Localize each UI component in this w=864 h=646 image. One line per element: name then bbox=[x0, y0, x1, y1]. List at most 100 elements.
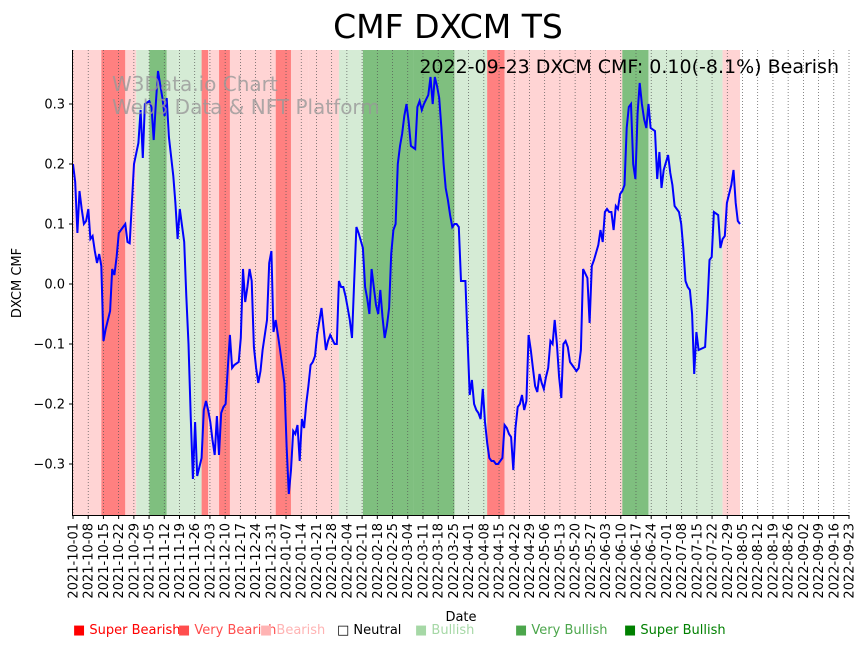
x-tick-label: 2022-03-04 bbox=[401, 523, 416, 599]
plot-area: W3Data.io Chart Web3 Data & NFT Platform… bbox=[72, 50, 850, 515]
x-tick-label: 2022-07-22 bbox=[706, 523, 721, 599]
band-very-bullish bbox=[149, 50, 167, 515]
band-very-bearish bbox=[487, 50, 505, 515]
x-tick-label: 2021-11-12 bbox=[158, 523, 173, 599]
y-tick-label: 0.0 bbox=[44, 278, 65, 293]
x-tick-label: 2021-10-29 bbox=[127, 523, 142, 599]
legend-item-super-bearish: ■ Super Bearish bbox=[73, 623, 181, 638]
band-bullish bbox=[338, 50, 363, 515]
x-tick-label: 2022-06-03 bbox=[599, 523, 614, 599]
legend-item-neutral: □ Neutral bbox=[337, 623, 401, 638]
x-tick-label: 2022-09-16 bbox=[827, 523, 842, 599]
band-bearish bbox=[208, 50, 220, 515]
x-tick-label: 2022-07-08 bbox=[675, 523, 690, 599]
band-very-bearish bbox=[101, 50, 126, 515]
x-axis-label: Date bbox=[445, 610, 476, 625]
x-tick-label: 2022-07-01 bbox=[660, 523, 675, 599]
x-tick-label: 2022-07-15 bbox=[690, 523, 705, 599]
band-bullish bbox=[454, 50, 488, 515]
x-tick-label: 2021-10-22 bbox=[112, 523, 127, 599]
x-tick-label: 2022-06-10 bbox=[614, 523, 629, 599]
x-tick-label: 2022-05-20 bbox=[569, 523, 584, 599]
band-bearish bbox=[73, 50, 102, 515]
y-tick-label: −0.3 bbox=[33, 458, 65, 473]
x-axis-ticks: 2021-10-01 2021-10-08 2021-10-15 2021-10-22… bbox=[67, 515, 858, 599]
x-tick-label: 2022-08-26 bbox=[782, 523, 797, 599]
y-tick-label: −0.1 bbox=[33, 338, 65, 353]
band-bearish bbox=[722, 50, 741, 515]
x-tick-label: 2022-04-01 bbox=[462, 523, 477, 599]
x-tick-label: 2021-10-08 bbox=[82, 523, 97, 599]
x-tick-label: 2021-11-26 bbox=[188, 523, 203, 599]
x-tick-label: 2022-07-29 bbox=[721, 523, 736, 599]
legend-item-bearish: ■ Bearish bbox=[260, 623, 325, 638]
x-tick-label: 2022-03-11 bbox=[416, 523, 431, 599]
x-tick-label: 2022-04-15 bbox=[493, 523, 508, 599]
legend-item-super-bullish: ■ Super Bullish bbox=[624, 623, 726, 638]
legend-item-bullish: ■ Bullish bbox=[415, 623, 474, 638]
band-bullish bbox=[166, 50, 178, 515]
x-tick-label: 2022-05-06 bbox=[538, 523, 553, 599]
band-bearish bbox=[517, 50, 570, 515]
x-tick-label: 2022-01-28 bbox=[325, 523, 340, 599]
x-tick-label: 2021-12-17 bbox=[234, 523, 249, 599]
band-very-bullish bbox=[413, 50, 455, 515]
x-tick-label: 2021-11-19 bbox=[173, 523, 188, 599]
band-bullish bbox=[136, 50, 150, 515]
x-tick-label: 2021-10-01 bbox=[67, 523, 82, 599]
y-axis-label: DXCM CMF bbox=[10, 248, 25, 318]
x-tick-label: 2022-05-13 bbox=[553, 523, 568, 599]
x-tick-label: 2022-08-19 bbox=[766, 523, 781, 599]
x-tick-label: 2021-12-03 bbox=[203, 523, 218, 599]
y-tick-label: −0.2 bbox=[33, 398, 65, 413]
chart-title: CMF DXCM TS bbox=[333, 7, 563, 46]
watermark-line-1: W3Data.io Chart bbox=[112, 72, 278, 96]
x-tick-label: 2022-02-04 bbox=[340, 523, 355, 599]
x-tick-label: 2022-04-08 bbox=[477, 523, 492, 599]
band-bearish bbox=[125, 50, 137, 515]
x-tick-label: 2022-04-22 bbox=[508, 523, 523, 599]
x-tick-label: 2022-09-09 bbox=[812, 523, 827, 599]
x-tick-label: 2022-02-25 bbox=[386, 523, 401, 599]
band-very-bearish bbox=[201, 50, 209, 515]
band-bearish bbox=[308, 50, 339, 515]
x-tick-label: 2022-04-29 bbox=[523, 523, 538, 599]
x-tick-label: 2021-12-10 bbox=[219, 523, 234, 599]
x-tick-label: 2022-06-24 bbox=[645, 523, 660, 599]
x-tick-label: 2021-12-31 bbox=[264, 523, 279, 599]
x-tick-label: 2022-01-14 bbox=[295, 523, 310, 599]
x-tick-label: 2022-06-17 bbox=[629, 523, 644, 599]
watermark-line-2: Web3 Data & NFT Platform bbox=[112, 95, 380, 119]
legend-item-very-bearish: ■ Very Bearish bbox=[178, 623, 276, 638]
y-tick-label: 0.2 bbox=[44, 158, 65, 173]
y-tick-label: 0.1 bbox=[44, 218, 65, 233]
x-tick-label: 2021-12-24 bbox=[249, 523, 264, 599]
y-axis-ticks: −0.3 −0.2 −0.1 0.0 0.1 0.2 0.3 bbox=[33, 98, 73, 473]
x-tick-label: 2022-02-11 bbox=[356, 523, 371, 599]
legend: ■ Super Bearish■ Very Bearish■ Bearish □ … bbox=[73, 623, 726, 638]
band-bearish bbox=[569, 50, 623, 515]
x-tick-label: 2022-03-25 bbox=[447, 523, 462, 599]
band-very-bearish bbox=[219, 50, 230, 515]
x-tick-label: 2022-03-18 bbox=[432, 523, 447, 599]
x-tick-label: 2022-08-05 bbox=[736, 523, 751, 599]
band-bearish bbox=[290, 50, 309, 515]
x-tick-label: 2022-01-21 bbox=[310, 523, 325, 599]
x-tick-label: 2022-01-07 bbox=[280, 523, 295, 599]
x-tick-label: 2022-09-02 bbox=[797, 523, 812, 599]
x-tick-label: 2022-09-23 bbox=[843, 523, 858, 599]
x-tick-label: 2022-02-18 bbox=[371, 523, 386, 599]
signal-bands bbox=[73, 50, 741, 515]
x-tick-label: 2022-08-12 bbox=[751, 523, 766, 599]
band-bullish bbox=[648, 50, 679, 515]
y-tick-label: 0.3 bbox=[44, 98, 65, 113]
band-bullish bbox=[177, 50, 202, 515]
legend-item-very-bullish: ■ Very Bullish bbox=[515, 623, 607, 638]
band-very-bearish bbox=[275, 50, 291, 515]
x-tick-label: 2021-10-15 bbox=[97, 523, 112, 599]
x-tick-label: 2022-05-27 bbox=[584, 523, 599, 599]
cmf-line bbox=[72, 70, 741, 495]
latest-annotation: 2022-09-23 DXCM CMF: 0.10(-8.1%) Bearish bbox=[419, 56, 839, 78]
x-tick-label: 2021-11-05 bbox=[143, 523, 158, 599]
